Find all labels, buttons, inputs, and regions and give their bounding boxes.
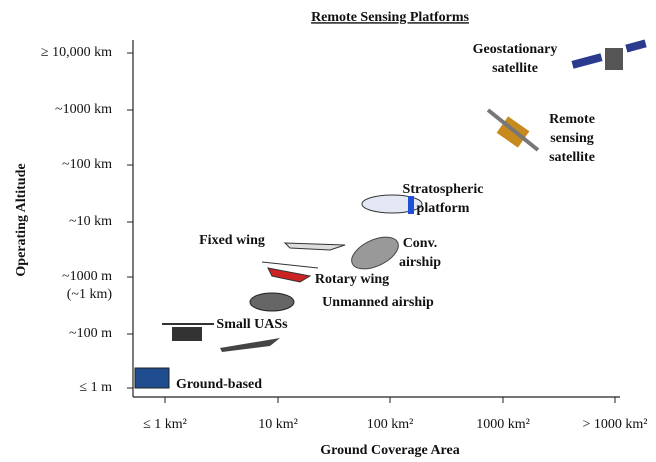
y-tick-label: ~10 km: [69, 214, 112, 229]
platform-label: satellite: [549, 150, 595, 165]
platform-label: satellite: [492, 61, 538, 76]
x-tick-label: 1000 km²: [476, 417, 530, 432]
diagram: Remote Sensing Platforms Operating Altit…: [0, 0, 656, 462]
x-tick-label: 10 km²: [258, 417, 298, 432]
platform-label: Remote: [549, 112, 595, 127]
platform-label: Geostationary: [473, 42, 558, 57]
platform-label: Ground-based: [176, 377, 262, 392]
x-tick-label: 100 km²: [367, 417, 414, 432]
platform-label: Small UASs: [216, 317, 288, 332]
y-tick-label: ≤ 1 m: [79, 380, 112, 395]
platform-label: sensing: [550, 131, 594, 146]
icons: [135, 40, 647, 388]
platform-label: Unmanned airship: [322, 295, 434, 310]
x-tick-label: ≤ 1 km²: [143, 417, 187, 432]
platform-label: Conv.: [403, 236, 438, 251]
y-tick-label: ~100 m: [69, 326, 112, 341]
y-tick-label: ~1000 km: [55, 102, 112, 117]
x-tick-label: > 1000 km²: [583, 417, 648, 432]
title: Remote Sensing Platforms: [311, 10, 469, 25]
y-tick-label: ~100 km: [62, 157, 112, 172]
platform-label: airship: [399, 255, 441, 270]
platform-label: Fixed wing: [199, 233, 265, 248]
y-tick-label: ~1000 m: [62, 269, 112, 284]
platform-label: Rotary wing: [315, 272, 389, 287]
platform-label: platform: [417, 201, 470, 216]
x-axis-label: Ground Coverage Area: [320, 443, 459, 458]
y-tick-label: ≥ 10,000 km: [41, 45, 112, 60]
y-axis-label: Operating Altitude: [14, 163, 29, 276]
platform-label: Stratospheric: [403, 182, 484, 197]
y-tick-label: (~1 km): [67, 287, 113, 302]
